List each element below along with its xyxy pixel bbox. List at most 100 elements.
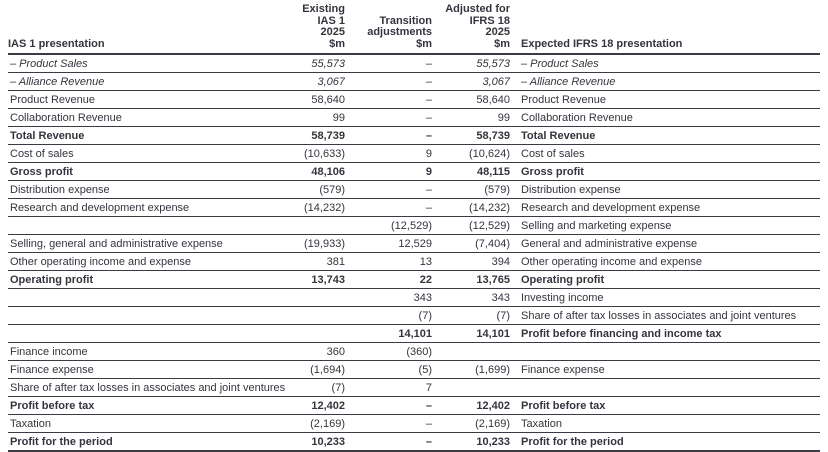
value-transition-adjustment: – <box>345 90 432 109</box>
value-transition-adjustment: (360) <box>345 342 432 361</box>
table-body: – Product Sales 55,573 – 55,573 – Produc… <box>8 54 820 452</box>
table-row: 14,101 14,101 Profit before financing an… <box>8 324 820 343</box>
value-adjusted-ifrs18: 58,640 <box>432 90 510 109</box>
value-existing-ias1: 381 <box>288 252 345 271</box>
value-existing-ias1 <box>288 306 345 325</box>
table-row: Operating profit 13,743 22 13,765 Operat… <box>8 270 820 289</box>
row-label-ias1: Taxation <box>8 414 288 433</box>
row-label-ias1: Product Revenue <box>8 90 288 109</box>
row-label-ifrs18: Finance expense <box>510 360 820 379</box>
table-row: – Product Sales 55,573 – 55,573 – Produc… <box>8 54 820 73</box>
row-label-ifrs18: Research and development expense <box>510 198 820 217</box>
value-adjusted-ifrs18: 13,765 <box>432 270 510 289</box>
value-existing-ias1 <box>288 324 345 343</box>
value-adjusted-ifrs18: 10,233 <box>432 432 510 452</box>
row-label-ias1: Finance income <box>8 342 288 361</box>
value-existing-ias1 <box>288 288 345 307</box>
row-label-ifrs18: Profit for the period <box>510 432 820 452</box>
row-label-ias1: Other operating income and expense <box>8 252 288 271</box>
table-row: Distribution expense (579) – (579) Distr… <box>8 180 820 199</box>
value-adjusted-ifrs18: (7) <box>432 306 510 325</box>
value-adjusted-ifrs18: 14,101 <box>432 324 510 343</box>
table-row: Taxation (2,169) – (2,169) Taxation <box>8 414 820 433</box>
value-existing-ias1: (1,694) <box>288 360 345 379</box>
value-existing-ias1: 99 <box>288 108 345 127</box>
table-row: Product Revenue 58,640 – 58,640 Product … <box>8 90 820 109</box>
value-adjusted-ifrs18: 55,573 <box>432 54 510 73</box>
table-row: Gross profit 48,106 9 48,115 Gross profi… <box>8 162 820 181</box>
value-transition-adjustment: 12,529 <box>345 234 432 253</box>
row-label-ias1: Profit for the period <box>8 432 288 452</box>
table-row: Finance income 360 (360) <box>8 342 820 361</box>
row-label-ias1 <box>8 306 288 325</box>
row-label-ias1: Distribution expense <box>8 180 288 199</box>
value-adjusted-ifrs18: 3,067 <box>432 72 510 91</box>
value-transition-adjustment: 9 <box>345 162 432 181</box>
row-label-ifrs18 <box>510 378 820 397</box>
row-label-ifrs18: Taxation <box>510 414 820 433</box>
table-row: (7) (7) Share of after tax losses in ass… <box>8 306 820 325</box>
ifrs18-transition-sheet: IAS 1 presentation Existing IAS 1 2025 $… <box>8 0 820 452</box>
table-row: Profit for the period 10,233 – 10,233 Pr… <box>8 432 820 452</box>
table-row: Profit before tax 12,402 – 12,402 Profit… <box>8 396 820 415</box>
row-label-ifrs18: Collaboration Revenue <box>510 108 820 127</box>
table-row: (12,529) (12,529) Selling and marketing … <box>8 216 820 235</box>
row-label-ias1 <box>8 288 288 307</box>
row-label-ifrs18: Total Revenue <box>510 126 820 145</box>
row-label-ias1: Profit before tax <box>8 396 288 415</box>
table-row: Share of after tax losses in associates … <box>8 378 820 397</box>
row-label-ias1: Share of after tax losses in associates … <box>8 378 288 397</box>
table-row: Selling, general and administrative expe… <box>8 234 820 253</box>
value-existing-ias1: 55,573 <box>288 54 345 73</box>
row-label-ias1 <box>8 324 288 343</box>
row-label-ias1: Gross profit <box>8 162 288 181</box>
value-existing-ias1: (19,933) <box>288 234 345 253</box>
row-label-ias1: Operating profit <box>8 270 288 289</box>
table-row: Cost of sales (10,633) 9 (10,624) Cost o… <box>8 144 820 163</box>
value-transition-adjustment: – <box>345 198 432 217</box>
value-transition-adjustment: – <box>345 414 432 433</box>
value-existing-ias1: (14,232) <box>288 198 345 217</box>
value-existing-ias1: 360 <box>288 342 345 361</box>
value-adjusted-ifrs18 <box>432 378 510 397</box>
row-label-ifrs18: – Product Sales <box>510 54 820 73</box>
value-transition-adjustment: – <box>345 126 432 145</box>
row-label-ifrs18: Distribution expense <box>510 180 820 199</box>
value-transition-adjustment: – <box>345 432 432 452</box>
row-label-ias1: Research and development expense <box>8 198 288 217</box>
value-adjusted-ifrs18: 58,739 <box>432 126 510 145</box>
table-row: Research and development expense (14,232… <box>8 198 820 217</box>
value-adjusted-ifrs18: 394 <box>432 252 510 271</box>
table-row: – Alliance Revenue 3,067 – 3,067 – Allia… <box>8 72 820 91</box>
row-label-ifrs18: Profit before financing and income tax <box>510 324 820 343</box>
value-existing-ias1: (2,169) <box>288 414 345 433</box>
value-transition-adjustment: 13 <box>345 252 432 271</box>
row-label-ifrs18: Share of after tax losses in associates … <box>510 306 820 325</box>
table-row: Total Revenue 58,739 – 58,739 Total Reve… <box>8 126 820 145</box>
row-label-ifrs18: Product Revenue <box>510 90 820 109</box>
header-row: IAS 1 presentation Existing IAS 1 2025 $… <box>8 0 820 55</box>
value-transition-adjustment: – <box>345 108 432 127</box>
value-transition-adjustment: (5) <box>345 360 432 379</box>
column-header-existing-ias1-2025: Existing IAS 1 2025 $m <box>288 0 345 55</box>
row-label-ias1: Cost of sales <box>8 144 288 163</box>
column-header-ias1-presentation: IAS 1 presentation <box>8 0 288 55</box>
row-label-ifrs18: Operating profit <box>510 270 820 289</box>
value-existing-ias1: 10,233 <box>288 432 345 452</box>
column-header-expected-ifrs18-presentation: Expected IFRS 18 presentation <box>510 0 820 55</box>
column-header-adjusted-ifrs18-2025: Adjusted for IFRS 18 2025 $m <box>432 0 510 55</box>
value-transition-adjustment: 7 <box>345 378 432 397</box>
value-adjusted-ifrs18: 343 <box>432 288 510 307</box>
row-label-ias1: Collaboration Revenue <box>8 108 288 127</box>
table-row: 343 343 Investing income <box>8 288 820 307</box>
value-existing-ias1: 13,743 <box>288 270 345 289</box>
value-existing-ias1 <box>288 216 345 235</box>
row-label-ifrs18: Selling and marketing expense <box>510 216 820 235</box>
column-header-transition-adjustments: Transition adjustments $m <box>345 0 432 55</box>
value-transition-adjustment: 9 <box>345 144 432 163</box>
row-label-ifrs18 <box>510 342 820 361</box>
value-transition-adjustment: – <box>345 72 432 91</box>
value-transition-adjustment: – <box>345 54 432 73</box>
value-transition-adjustment: (12,529) <box>345 216 432 235</box>
ifrs18-transition-table: IAS 1 presentation Existing IAS 1 2025 $… <box>8 0 820 452</box>
